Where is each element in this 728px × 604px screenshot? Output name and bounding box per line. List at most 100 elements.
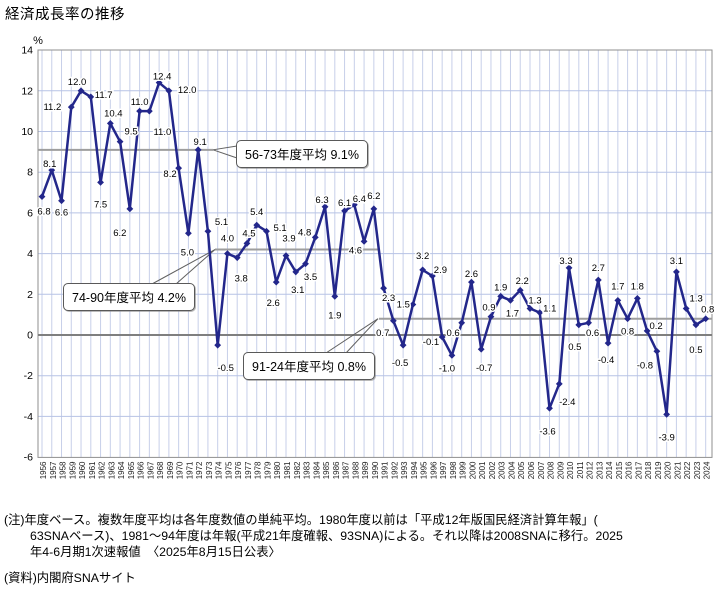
svg-text:11.2: 11.2 bbox=[43, 102, 61, 113]
growth-rate-line-chart: 6.8 8.1 6.6 11.2 12.0 11.7 7.5 10.49.5 6.2 11.0 11… bbox=[21, 35, 715, 479]
svg-text:2019: 2019 bbox=[654, 461, 663, 479]
svg-text:1988: 1988 bbox=[351, 461, 360, 479]
note-source: (資料)内閣府SNAサイト bbox=[4, 571, 136, 585]
svg-text:2003: 2003 bbox=[498, 461, 507, 479]
svg-text:0.6: 0.6 bbox=[586, 328, 599, 339]
svg-text:1972: 1972 bbox=[195, 461, 204, 479]
svg-text:-2: -2 bbox=[24, 370, 33, 382]
svg-text:6.2: 6.2 bbox=[113, 228, 126, 239]
svg-text:1993: 1993 bbox=[400, 461, 409, 479]
svg-text:1976: 1976 bbox=[234, 461, 243, 479]
svg-text:3.1: 3.1 bbox=[670, 256, 683, 267]
svg-text:5.0: 5.0 bbox=[181, 247, 194, 258]
svg-text:11.0: 11.0 bbox=[131, 97, 149, 108]
svg-text:8.2: 8.2 bbox=[163, 169, 176, 180]
svg-text:-0.1: -0.1 bbox=[423, 337, 439, 348]
svg-text:1973: 1973 bbox=[205, 461, 214, 479]
svg-text:1999: 1999 bbox=[459, 461, 468, 479]
svg-text:-3.9: -3.9 bbox=[658, 432, 674, 443]
svg-text:1975: 1975 bbox=[224, 461, 233, 479]
svg-text:11.7: 11.7 bbox=[95, 90, 113, 101]
svg-text:4.8: 4.8 bbox=[298, 227, 311, 238]
svg-text:12.4: 12.4 bbox=[153, 72, 172, 83]
svg-text:1968: 1968 bbox=[156, 461, 165, 479]
svg-text:1995: 1995 bbox=[420, 461, 429, 479]
svg-text:11.0: 11.0 bbox=[153, 127, 171, 138]
svg-text:1.1: 1.1 bbox=[543, 304, 556, 315]
svg-text:2005: 2005 bbox=[517, 461, 526, 479]
svg-text:1966: 1966 bbox=[137, 461, 146, 479]
svg-text:6: 6 bbox=[27, 207, 33, 219]
svg-text:-3.6: -3.6 bbox=[539, 426, 555, 437]
svg-text:2007: 2007 bbox=[537, 461, 546, 479]
svg-text:%: % bbox=[33, 35, 43, 47]
svg-text:2018: 2018 bbox=[644, 461, 653, 479]
svg-text:-2.4: -2.4 bbox=[559, 397, 575, 408]
svg-text:1986: 1986 bbox=[332, 461, 341, 479]
svg-text:3.2: 3.2 bbox=[416, 251, 429, 262]
svg-text:2.3: 2.3 bbox=[382, 293, 395, 304]
svg-text:2017: 2017 bbox=[634, 461, 643, 479]
svg-text:2011: 2011 bbox=[576, 461, 585, 479]
svg-text:0.2: 0.2 bbox=[650, 321, 663, 332]
annotation-avg-1974-1990: 74-90年度平均 4.2% bbox=[63, 283, 195, 311]
svg-text:-0.7: -0.7 bbox=[476, 363, 492, 374]
svg-text:1998: 1998 bbox=[449, 461, 458, 479]
svg-text:6.1: 6.1 bbox=[338, 198, 351, 209]
svg-text:1978: 1978 bbox=[254, 461, 263, 479]
svg-text:6.2: 6.2 bbox=[367, 191, 380, 202]
svg-text:1959: 1959 bbox=[68, 461, 77, 479]
svg-text:1983: 1983 bbox=[303, 461, 312, 479]
note-line-2: 63SNAベース)、1981～94年度は年報(平成21年度確報、93SNA)によ… bbox=[30, 529, 623, 543]
svg-text:6.4: 6.4 bbox=[353, 194, 366, 205]
svg-text:5.1: 5.1 bbox=[273, 223, 286, 234]
svg-text:2006: 2006 bbox=[527, 461, 536, 479]
svg-text:3.1: 3.1 bbox=[291, 285, 304, 296]
svg-text:2.2: 2.2 bbox=[516, 276, 529, 287]
svg-text:1.8: 1.8 bbox=[631, 281, 644, 292]
svg-text:1974: 1974 bbox=[215, 461, 224, 479]
annotation-avg-1991-2024: 91-24年度平均 0.8% bbox=[243, 352, 375, 380]
svg-text:1961: 1961 bbox=[88, 461, 97, 479]
svg-text:1.7: 1.7 bbox=[506, 308, 519, 319]
svg-text:1969: 1969 bbox=[166, 461, 175, 479]
svg-text:6.8: 6.8 bbox=[37, 207, 50, 218]
chart-title: 経済成長率の推移 bbox=[5, 7, 125, 23]
svg-text:1979: 1979 bbox=[263, 461, 272, 479]
svg-text:9.1: 9.1 bbox=[194, 137, 207, 148]
note-line-3: 年4-6月期1次速報値 〈2025年8月15日公表〉 bbox=[30, 545, 281, 559]
svg-text:2024: 2024 bbox=[703, 461, 712, 479]
svg-text:1996: 1996 bbox=[429, 461, 438, 479]
svg-text:2023: 2023 bbox=[693, 461, 702, 479]
svg-text:2020: 2020 bbox=[664, 461, 673, 479]
svg-text:-4: -4 bbox=[24, 411, 33, 423]
svg-text:1.9: 1.9 bbox=[494, 282, 507, 293]
svg-text:9.5: 9.5 bbox=[124, 127, 137, 138]
svg-text:1962: 1962 bbox=[98, 461, 107, 479]
svg-text:0.6: 0.6 bbox=[446, 328, 459, 339]
svg-text:3.3: 3.3 bbox=[559, 256, 572, 267]
svg-text:1964: 1964 bbox=[117, 461, 126, 479]
svg-text:1960: 1960 bbox=[78, 461, 87, 479]
svg-text:12.0: 12.0 bbox=[178, 85, 197, 96]
svg-text:2.7: 2.7 bbox=[592, 263, 605, 274]
svg-text:3.5: 3.5 bbox=[304, 272, 317, 283]
svg-text:3.8: 3.8 bbox=[235, 274, 248, 285]
svg-text:3.9: 3.9 bbox=[282, 234, 295, 245]
svg-text:1965: 1965 bbox=[127, 461, 136, 479]
svg-text:1994: 1994 bbox=[410, 461, 419, 479]
svg-text:1985: 1985 bbox=[322, 461, 331, 479]
svg-text:0: 0 bbox=[27, 330, 33, 342]
svg-text:0.5: 0.5 bbox=[568, 342, 581, 353]
svg-text:1.5: 1.5 bbox=[397, 299, 410, 310]
svg-text:1977: 1977 bbox=[244, 461, 253, 479]
svg-text:1987: 1987 bbox=[342, 461, 351, 479]
svg-text:2016: 2016 bbox=[625, 461, 634, 479]
svg-text:-0.8: -0.8 bbox=[637, 360, 653, 371]
svg-text:2.9: 2.9 bbox=[434, 265, 447, 276]
svg-text:-1.0: -1.0 bbox=[439, 363, 455, 374]
svg-text:6.6: 6.6 bbox=[55, 208, 68, 219]
svg-text:12.0: 12.0 bbox=[68, 77, 87, 88]
svg-text:2: 2 bbox=[27, 289, 33, 301]
